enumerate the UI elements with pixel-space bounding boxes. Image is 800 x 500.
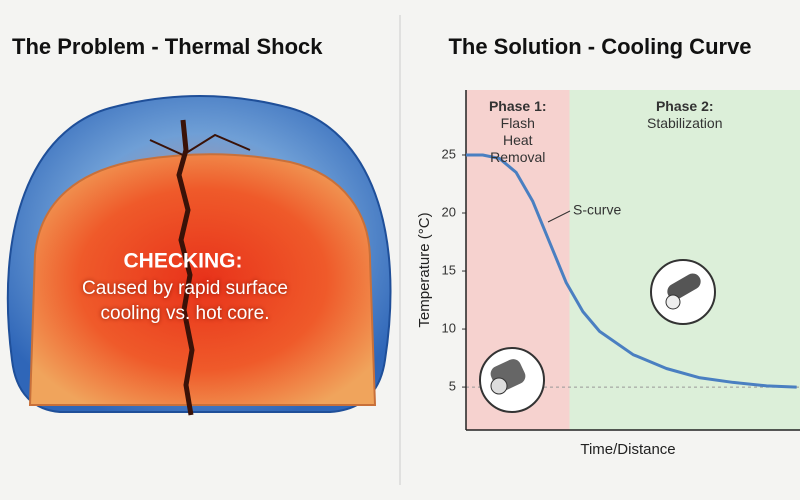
phase-label: Phase 2: (655, 98, 714, 114)
annotation: S-curve (573, 202, 621, 218)
phase-description: Flash Heat Removal (490, 115, 546, 165)
phase-text: Phase 1: Flash Heat Removal (466, 98, 570, 166)
y-tick-label: 5 (449, 379, 456, 394)
phase-description: Stabilization (647, 115, 723, 131)
pipe-icon (650, 259, 716, 325)
crack-branch (149, 133, 251, 157)
crack (176, 119, 195, 416)
annotation-pointer (547, 210, 571, 223)
cooling-curve (466, 153, 797, 389)
y-tick-label: 15 (442, 262, 456, 277)
left-title: The Problem - Thermal Shock (12, 34, 323, 59)
core-illustration (28, 153, 377, 406)
checking-caption: Caused by rapid surface cooling vs. hot … (82, 278, 288, 324)
cable-icon (479, 347, 545, 413)
phase-label: Phase 1: (488, 98, 547, 114)
y-tick-label: 10 (442, 320, 456, 335)
chart-title: The Solution - Cooling Curve (448, 34, 751, 59)
x-axis-label: Time/Distance (580, 441, 675, 458)
y-tick-label: 20 (442, 204, 456, 219)
checking-heading: CHECKING: (124, 250, 243, 273)
phase-text: Phase 2: Stabilization (570, 98, 800, 132)
y-tick-label: 25 (442, 146, 456, 161)
y-axis-label: Temperature (°C) (416, 212, 433, 327)
